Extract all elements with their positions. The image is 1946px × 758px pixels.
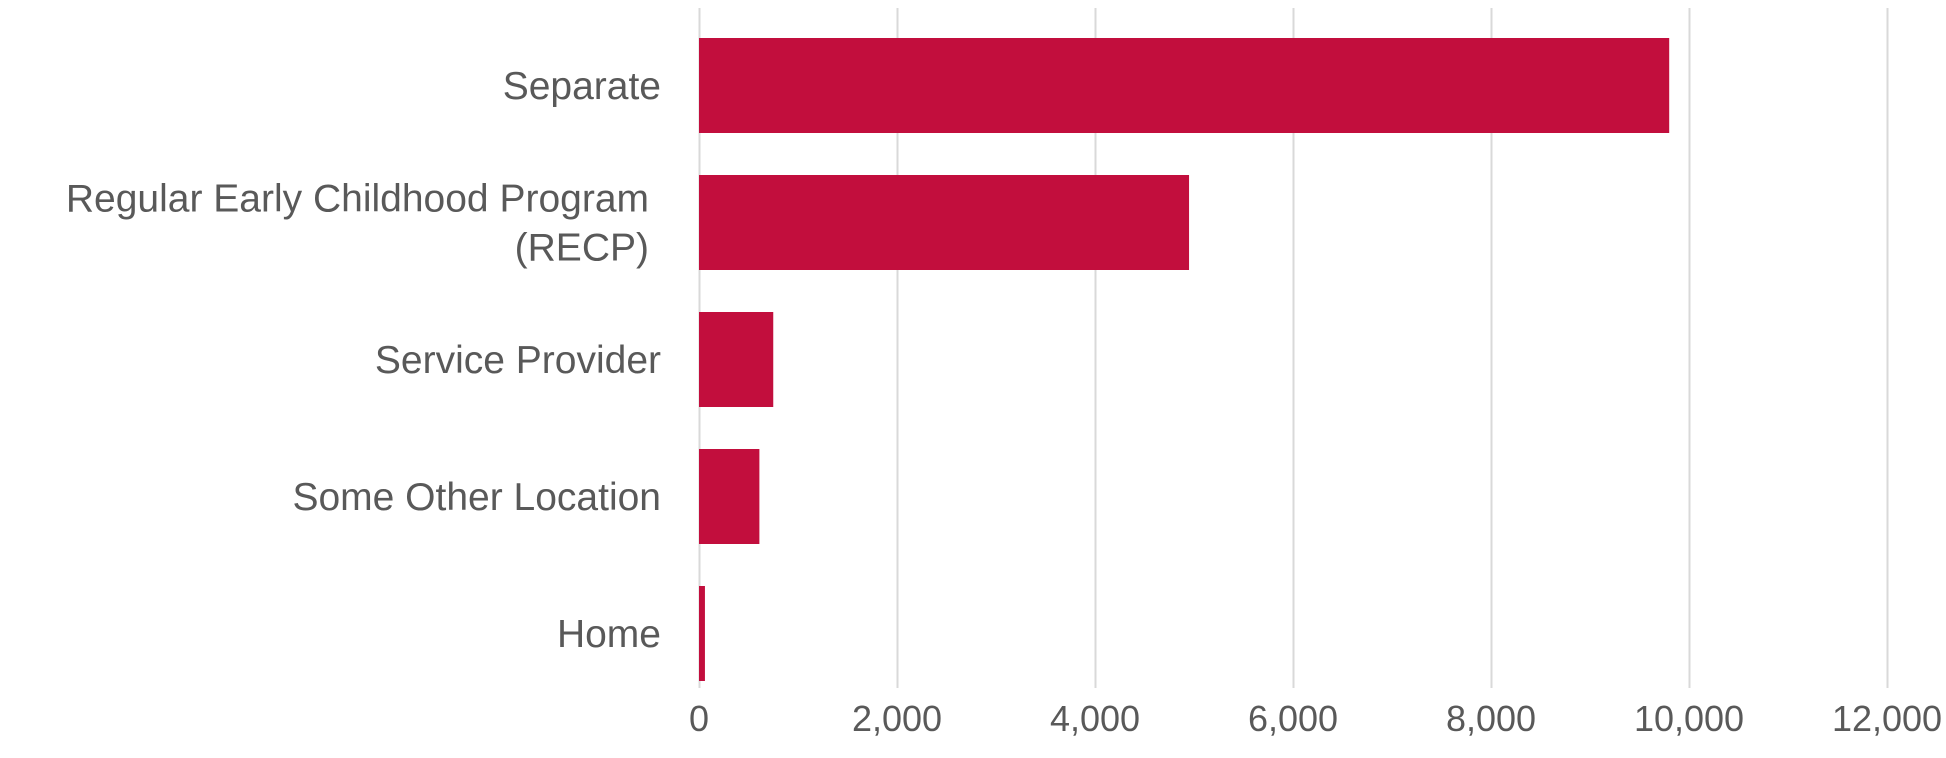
category-label-line: Some Other Location bbox=[292, 476, 661, 519]
category-label: Regular Early Childhood Program (RECP) bbox=[66, 178, 649, 270]
category-label-line: Home bbox=[557, 613, 661, 656]
category-label: Home bbox=[557, 613, 661, 656]
category-labels: Separate Regular Early Childhood Program (… bbox=[66, 65, 661, 656]
x-tick-label: 12,000 bbox=[1832, 698, 1942, 739]
x-tick-label: 0 bbox=[689, 698, 709, 739]
x-tick-label: 2,000 bbox=[852, 698, 942, 739]
bar bbox=[699, 586, 705, 681]
x-tick-label: 10,000 bbox=[1634, 698, 1744, 739]
category-label-line: Service Provider bbox=[375, 339, 661, 382]
x-tick-label: 6,000 bbox=[1248, 698, 1338, 739]
bar bbox=[699, 38, 1670, 133]
bar bbox=[699, 312, 774, 407]
x-tick-label: 4,000 bbox=[1050, 698, 1140, 739]
category-label-line: Regular Early Childhood Program bbox=[66, 178, 649, 221]
x-tick-label: 8,000 bbox=[1446, 698, 1536, 739]
category-label-line: (RECP) bbox=[515, 227, 649, 270]
category-label: Some Other Location bbox=[292, 476, 661, 519]
category-label: Separate bbox=[503, 65, 661, 108]
bar bbox=[699, 175, 1190, 270]
bar bbox=[699, 449, 760, 544]
x-tick-labels: 0 2,000 4,000 6,000 8,000 10,000 12,000 bbox=[689, 698, 1942, 739]
bars bbox=[699, 38, 1670, 681]
category-label: Service Provider bbox=[375, 339, 661, 382]
category-label-line: Separate bbox=[503, 65, 661, 108]
